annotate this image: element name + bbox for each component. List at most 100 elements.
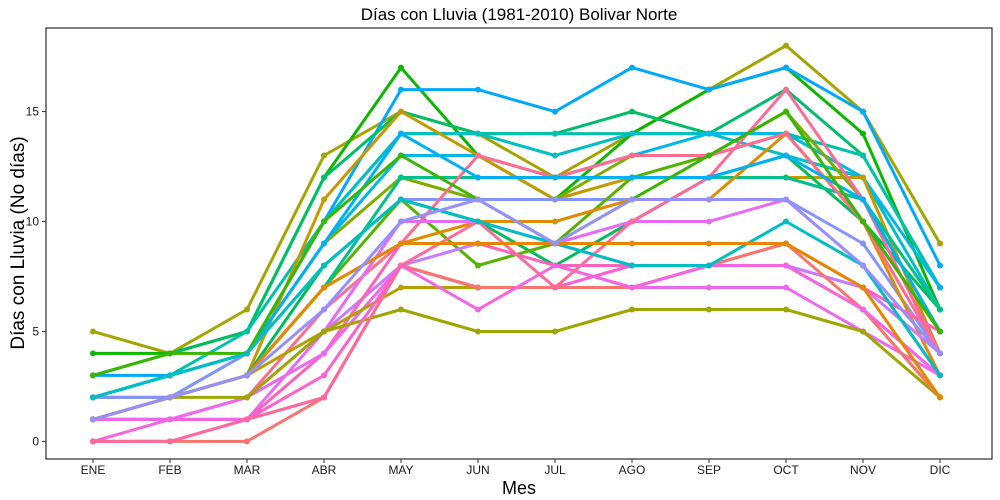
data-point: [860, 262, 866, 269]
data-point: [398, 218, 404, 225]
data-point: [244, 438, 250, 445]
x-tick-label: JUN: [466, 463, 489, 477]
data-point: [90, 372, 96, 379]
data-point: [398, 240, 404, 247]
data-point: [244, 306, 250, 313]
data-point: [706, 130, 712, 137]
data-point: [321, 350, 327, 357]
x-tick-label: MAR: [234, 463, 261, 477]
series-line: [93, 198, 942, 399]
x-tick-label: AGO: [619, 463, 646, 477]
data-point: [398, 108, 404, 115]
x-axis-ticks: ENE FEB MAR ABR MAY JUN JUL AGO SEP OCT NOV DIC: [81, 459, 951, 477]
data-point: [860, 152, 866, 159]
data-point: [552, 130, 558, 137]
data-point: [783, 152, 789, 159]
data-point: [167, 438, 173, 445]
y-axis-ticks: 0 5 10 15: [26, 105, 46, 448]
data-point: [706, 306, 712, 313]
data-point: [860, 306, 866, 313]
data-point: [629, 196, 635, 203]
data-point: [321, 218, 327, 225]
data-point: [244, 372, 250, 379]
data-point: [706, 218, 712, 225]
data-point: [321, 196, 327, 203]
data-point: [398, 152, 404, 159]
data-point: [167, 416, 173, 423]
data-point: [860, 130, 866, 137]
data-point: [706, 152, 712, 159]
data-point: [783, 306, 789, 313]
x-tick-label: NOV: [850, 463, 876, 477]
data-point: [706, 262, 712, 269]
data-point: [783, 174, 789, 181]
data-point: [244, 350, 250, 357]
x-axis-title: Mes: [502, 478, 536, 498]
data-point: [475, 284, 481, 291]
data-point: [321, 240, 327, 247]
data-point: [629, 152, 635, 159]
x-tick-label: FEB: [158, 463, 181, 477]
data-point: [321, 306, 327, 313]
data-point: [629, 130, 635, 137]
data-point: [706, 196, 712, 203]
data-point: [706, 240, 712, 247]
data-point: [321, 174, 327, 181]
data-point: [783, 262, 789, 269]
data-point: [783, 86, 789, 93]
x-tick-label: JUL: [544, 463, 566, 477]
series-line: [92, 264, 941, 443]
data-point: [321, 152, 327, 159]
data-point: [475, 328, 481, 335]
data-point: [475, 196, 481, 203]
series-line: [92, 308, 941, 421]
y-axis-title: Días con Lluvia (No días): [8, 136, 29, 349]
data-point: [860, 328, 866, 335]
data-point: [783, 64, 789, 71]
x-tick-label: ABR: [312, 463, 337, 477]
series-line: [92, 198, 942, 421]
data-point: [706, 86, 712, 93]
data-point: [398, 130, 404, 137]
data-point: [552, 218, 558, 225]
data-point: [629, 240, 635, 247]
data-point: [937, 372, 943, 379]
data-point: [629, 306, 635, 313]
data-point: [398, 284, 404, 291]
data-point: [398, 64, 404, 71]
data-point: [244, 328, 250, 335]
data-point: [244, 416, 250, 423]
data-point: [783, 42, 789, 49]
chart-title: Días con Lluvia (1981-2010) Bolivar Nort…: [361, 5, 678, 24]
data-point: [629, 64, 635, 71]
series-line: [92, 44, 942, 355]
data-point: [321, 262, 327, 269]
y-tick-label: 10: [26, 215, 40, 229]
data-point: [475, 262, 481, 269]
data-point: [321, 284, 327, 291]
x-tick-label: MAY: [388, 463, 413, 477]
data-point: [90, 350, 96, 357]
data-point: [167, 372, 173, 379]
data-point: [629, 174, 635, 181]
data-point: [937, 306, 943, 313]
series-line: [92, 198, 942, 399]
data-point: [783, 108, 789, 115]
data-point: [552, 328, 558, 335]
data-point: [552, 196, 558, 203]
data-point: [90, 394, 96, 401]
data-point: [860, 284, 866, 291]
x-tick-label: ENE: [81, 463, 106, 477]
data-point: [90, 438, 96, 445]
data-point: [398, 262, 404, 269]
data-point: [244, 394, 250, 401]
data-point: [552, 284, 558, 291]
data-point: [475, 218, 481, 225]
series-line: [93, 88, 942, 443]
data-point: [860, 218, 866, 225]
data-point: [398, 306, 404, 313]
data-point: [860, 174, 866, 181]
data-point: [783, 130, 789, 137]
